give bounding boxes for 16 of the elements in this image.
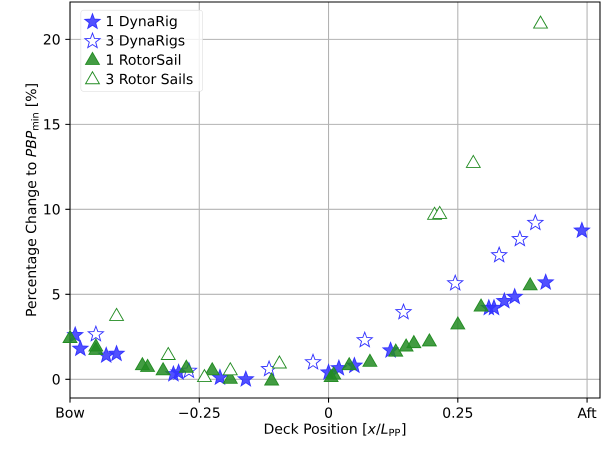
y-axis-title: Percentage Change to PBP$_{min}$ [%]	[25, 84, 39, 316]
y-tick-label: 5	[52, 289, 60, 300]
y-tick-label: 0	[52, 374, 60, 385]
x-tick-label: 0	[325, 407, 332, 418]
x-tick-label: 0.25	[443, 407, 472, 418]
y-tick-label: 20	[44, 34, 60, 45]
legend-label: 3 DynaRigs	[106, 34, 184, 48]
x-tick-label: Aft	[578, 407, 596, 418]
x-axis-title: Deck Position [x/L$_{PP}$]	[264, 423, 406, 436]
y-tick-label: 10	[44, 204, 60, 215]
legend-label: 3 Rotor Sails	[106, 73, 193, 84]
x-tick-label: Bow	[56, 407, 84, 418]
y-tick-label: 15	[44, 119, 60, 130]
legend-label: 1 RotorSail	[106, 54, 180, 65]
legend-label: 1 DynaRig	[106, 16, 177, 30]
x-tick-label: −0.25	[179, 407, 220, 418]
